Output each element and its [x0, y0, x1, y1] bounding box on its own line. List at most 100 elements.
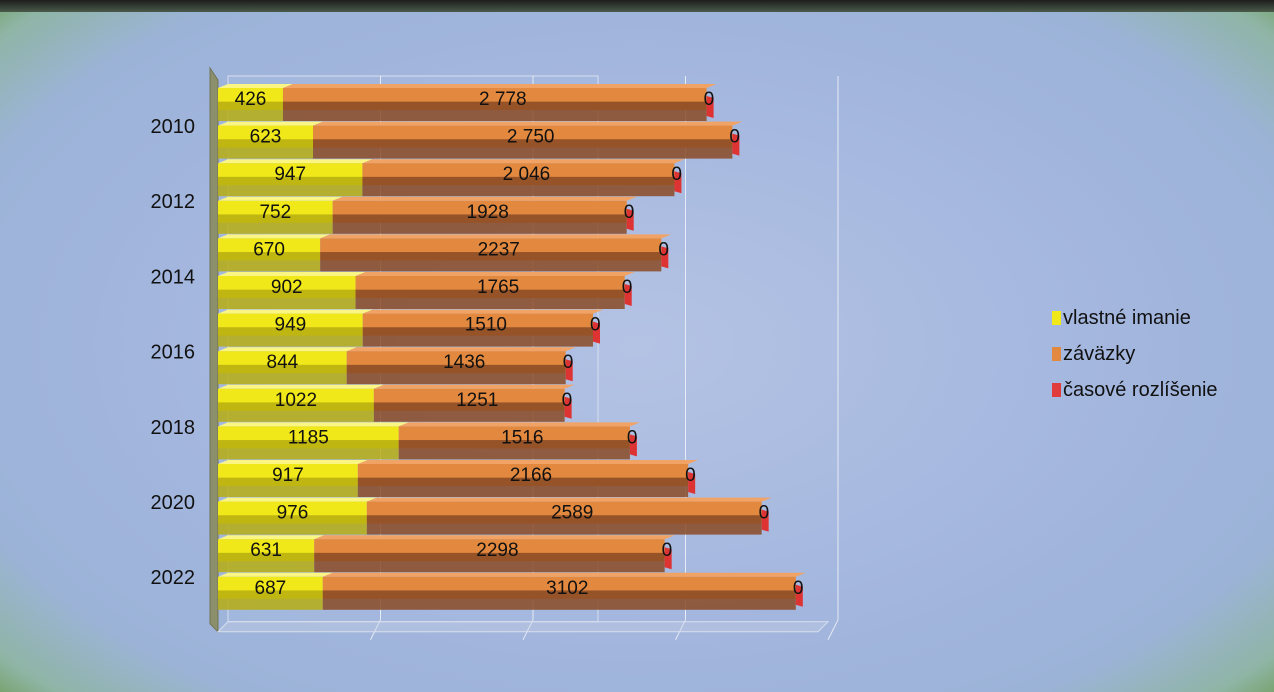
bar-segment-top: [332, 196, 637, 201]
bar-segment-top: [218, 347, 357, 352]
bar-segment-shade: [282, 101, 707, 121]
bar-end-cap: [706, 96, 714, 118]
data-label: 0: [685, 465, 696, 486]
bar-segment-shade: [373, 402, 565, 422]
bar-segment-shade: [218, 552, 315, 573]
bar-end-cap: [674, 171, 682, 194]
data-label: 917: [272, 465, 304, 486]
bar-end-cap: [629, 434, 637, 457]
bar-segment-shade: [362, 327, 593, 347]
data-label: 0: [793, 578, 804, 599]
data-label: 752: [259, 202, 291, 223]
data-label: 1928: [467, 202, 509, 223]
chart-legend: vlastné imanie záväzky časové rozlíšenie: [1052, 300, 1218, 408]
bar-segment-shade: [357, 477, 689, 497]
bar-segment-shade: [218, 252, 321, 272]
bar-end-cap: [661, 246, 669, 269]
bar-segment-top: [366, 497, 772, 502]
y-tick-label: 2012: [151, 191, 196, 213]
data-label: 1765: [477, 277, 519, 298]
data-label: 2 046: [503, 164, 551, 185]
bar-segment-top: [357, 460, 699, 464]
data-label: 623: [250, 127, 282, 148]
data-label: 947: [274, 164, 306, 185]
bar-end-cap: [732, 133, 740, 156]
data-label: 0: [704, 89, 715, 110]
y-tick-label: 2020: [151, 492, 196, 514]
x-gridline-floor: [370, 619, 381, 641]
data-label: 1510: [465, 315, 507, 336]
bar-segment-top: [218, 535, 325, 540]
data-label: 0: [622, 277, 633, 298]
data-label: 976: [277, 503, 309, 524]
bar-end-cap: [564, 396, 572, 419]
bar-segment-top: [218, 234, 331, 239]
data-label: 902: [271, 277, 303, 298]
bar-segment-top: [218, 309, 373, 314]
bar-segment-top: [218, 572, 333, 577]
bar-segment-shade: [322, 590, 796, 610]
bar-segment-top: [355, 272, 635, 276]
y-axis-wall: [209, 66, 219, 634]
data-label: 2 778: [479, 89, 527, 110]
bar-segment-top: [218, 121, 324, 126]
legend-label: vlastné imanie: [1063, 306, 1191, 329]
data-label: 1251: [456, 390, 498, 411]
y-tick-label: 2010: [151, 116, 196, 138]
bar-segment-top: [218, 159, 373, 164]
bar-segment-shade: [218, 364, 347, 385]
bar-segment-shade: [218, 214, 333, 234]
bar-segment-shade: [218, 289, 356, 309]
legend-swatch: [1052, 383, 1061, 397]
bar-end-cap: [795, 584, 803, 607]
data-label: 2166: [510, 465, 552, 486]
data-label: 2298: [476, 540, 518, 561]
bar-segment-top: [218, 497, 377, 502]
bar-segment-top: [346, 347, 576, 352]
y-tick-label: 2018: [151, 417, 196, 439]
data-label: 1022: [275, 390, 317, 411]
bar-segment-top: [322, 572, 806, 577]
x-gridline-floor: [827, 619, 839, 641]
bar-segment-top: [320, 234, 672, 239]
x-gridline-floor: [675, 619, 686, 641]
data-label: 0: [627, 427, 638, 448]
bar-segment-top: [218, 84, 293, 88]
data-label: 0: [624, 202, 635, 223]
legend-swatch: [1052, 347, 1061, 361]
bar-segment-shade: [218, 515, 367, 535]
data-label: 0: [729, 127, 740, 148]
data-label: 426: [235, 89, 267, 110]
bar-segment-top: [218, 272, 366, 276]
data-label: 0: [759, 503, 770, 524]
bar-segment-shade: [398, 440, 630, 460]
y-tick-label: 2014: [151, 266, 196, 288]
bar-segment-shade: [218, 440, 399, 460]
legend-label: záväzky: [1063, 342, 1136, 365]
bar-segment-top: [362, 309, 603, 314]
bar-segment-shade: [218, 402, 374, 422]
bar-end-cap: [592, 321, 600, 344]
bar-segment-shade: [218, 139, 314, 159]
bar-segment-shade: [218, 590, 323, 610]
data-label: 670: [253, 239, 285, 260]
data-label: 1516: [501, 427, 543, 448]
data-label: 949: [275, 315, 307, 336]
bar-segment-top: [218, 460, 368, 464]
bar-segment-top: [314, 535, 675, 540]
y-tick-label: 2016: [151, 342, 196, 364]
data-label: 0: [562, 390, 573, 411]
top-border-band: [0, 0, 1274, 12]
bar-segment-top: [373, 384, 575, 389]
bar-segment-shade: [346, 364, 566, 385]
bar-segment-shade: [218, 176, 363, 197]
bar-segment-top: [282, 84, 717, 88]
data-label: 0: [590, 315, 601, 336]
bar-end-cap: [626, 208, 634, 231]
data-label: 1436: [443, 352, 485, 373]
bar-segment-shade: [320, 252, 662, 272]
legend-item: časové rozlíšenie: [1052, 372, 1218, 408]
legend-swatch: [1052, 311, 1061, 325]
